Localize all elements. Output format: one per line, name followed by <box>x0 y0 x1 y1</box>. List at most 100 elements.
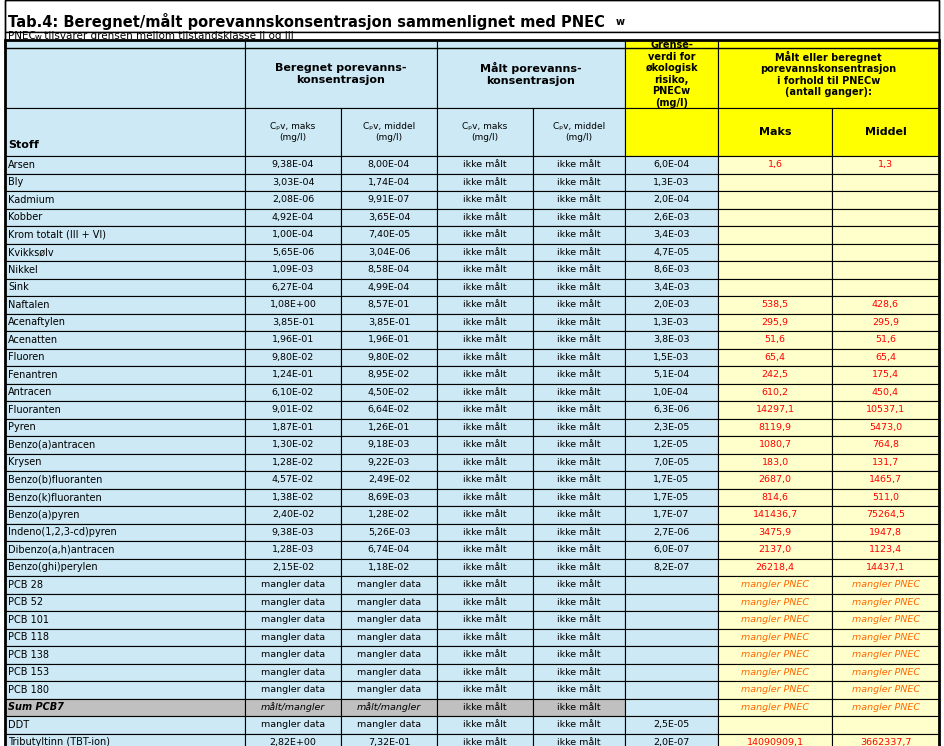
Bar <box>533 663 625 681</box>
Bar <box>718 733 832 746</box>
Text: 1,96E-01: 1,96E-01 <box>368 335 410 344</box>
Bar <box>341 243 437 261</box>
Bar <box>533 454 625 471</box>
Text: 1,7E-05: 1,7E-05 <box>653 475 690 484</box>
Bar <box>5 681 245 698</box>
Text: 1,6: 1,6 <box>767 160 783 169</box>
Bar <box>832 156 939 174</box>
Bar <box>245 366 341 383</box>
Text: ikke målt: ikke målt <box>464 510 507 519</box>
Bar <box>718 628 832 646</box>
Bar <box>437 663 533 681</box>
Bar <box>5 261 245 278</box>
Bar <box>625 401 718 419</box>
Bar <box>533 366 625 383</box>
Bar <box>5 0 939 48</box>
Text: ikke målt: ikke målt <box>557 475 600 484</box>
Text: 7,32E-01: 7,32E-01 <box>368 738 411 746</box>
Text: ikke målt: ikke målt <box>464 562 507 571</box>
Text: ikke målt: ikke målt <box>557 300 600 310</box>
Text: 65,4: 65,4 <box>875 353 896 362</box>
Bar <box>5 108 245 156</box>
Text: 6,64E-02: 6,64E-02 <box>368 405 410 414</box>
Bar <box>5 383 245 401</box>
Text: målt/mangler: målt/mangler <box>261 702 325 712</box>
Bar <box>832 191 939 208</box>
Text: mangler PNEC: mangler PNEC <box>741 686 809 695</box>
Bar <box>245 576 341 594</box>
Bar <box>437 156 533 174</box>
Bar <box>832 628 939 646</box>
Text: mangler PNEC: mangler PNEC <box>851 668 919 677</box>
Bar <box>5 594 245 611</box>
Bar <box>5 663 245 681</box>
Text: Dibenzo(a,h)antracen: Dibenzo(a,h)antracen <box>8 545 114 555</box>
Bar <box>533 156 625 174</box>
Bar <box>245 594 341 611</box>
Text: ikke målt: ikke målt <box>464 668 507 677</box>
Text: 1123,4: 1123,4 <box>868 545 902 554</box>
Text: 2,49E-02: 2,49E-02 <box>368 475 410 484</box>
Bar <box>245 191 341 208</box>
Bar <box>718 243 832 261</box>
Text: DDT: DDT <box>8 720 29 730</box>
Text: mangler PNEC: mangler PNEC <box>741 598 809 606</box>
Bar <box>625 40 718 108</box>
Bar <box>625 348 718 366</box>
Bar <box>245 436 341 454</box>
Bar <box>832 436 939 454</box>
Text: ikke målt: ikke målt <box>557 388 600 397</box>
Bar <box>832 243 939 261</box>
Bar <box>533 436 625 454</box>
Bar <box>718 506 832 524</box>
Bar <box>832 489 939 506</box>
Text: ikke målt: ikke målt <box>464 703 507 712</box>
Bar <box>718 454 832 471</box>
Bar <box>625 419 718 436</box>
Text: 5,26E-03: 5,26E-03 <box>368 527 411 537</box>
Text: 183,0: 183,0 <box>762 458 788 467</box>
Bar <box>437 366 533 383</box>
Text: Fluoren: Fluoren <box>8 352 44 363</box>
Bar <box>832 296 939 313</box>
Bar <box>245 296 341 313</box>
Bar <box>437 698 533 716</box>
Text: 4,7E-05: 4,7E-05 <box>653 248 690 257</box>
Text: mangler PNEC: mangler PNEC <box>851 651 919 659</box>
Bar <box>341 681 437 698</box>
Text: 3,4E-03: 3,4E-03 <box>653 283 690 292</box>
Text: ikke målt: ikke målt <box>464 388 507 397</box>
Text: ikke målt: ikke målt <box>464 458 507 467</box>
Bar <box>718 576 832 594</box>
Bar <box>245 261 341 278</box>
Text: 764,8: 764,8 <box>872 440 899 449</box>
Text: 4,99E-04: 4,99E-04 <box>368 283 410 292</box>
Text: 175,4: 175,4 <box>872 370 899 379</box>
Bar <box>437 401 533 419</box>
Bar <box>533 506 625 524</box>
Text: 6,27E-04: 6,27E-04 <box>272 283 314 292</box>
Bar <box>5 331 245 348</box>
Bar <box>832 278 939 296</box>
Text: ikke målt: ikke målt <box>557 195 600 204</box>
Bar <box>245 208 341 226</box>
Text: Stoff: Stoff <box>8 140 39 150</box>
Text: 10537,1: 10537,1 <box>866 405 905 414</box>
Bar <box>5 296 245 313</box>
Text: mangler data: mangler data <box>261 668 325 677</box>
Text: Acenaftylen: Acenaftylen <box>8 317 66 327</box>
Bar <box>437 489 533 506</box>
Bar <box>245 559 341 576</box>
Text: 6,0E-07: 6,0E-07 <box>653 545 690 554</box>
Bar <box>5 278 245 296</box>
Text: mangler data: mangler data <box>261 720 325 730</box>
Text: ikke målt: ikke målt <box>464 493 507 502</box>
Bar <box>625 506 718 524</box>
Bar <box>533 681 625 698</box>
Bar <box>5 541 245 559</box>
Bar <box>341 174 437 191</box>
Text: mangler data: mangler data <box>261 580 325 589</box>
Text: 8,57E-01: 8,57E-01 <box>368 300 410 310</box>
Bar <box>533 576 625 594</box>
Bar <box>437 611 533 628</box>
